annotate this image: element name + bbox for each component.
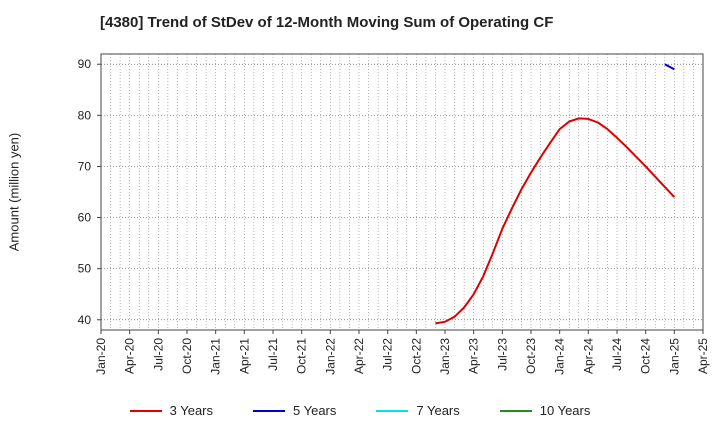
legend-label: 5 Years (293, 403, 337, 418)
y-tick-label: 80 (78, 108, 92, 122)
x-ticks: Jan-20 Apr-20 Jul-20 Oct-20 Jan-21 Apr-21 Jul-… (94, 330, 710, 375)
x-tick-label: Jan-23 (438, 338, 452, 375)
y-ticks: 40 50 60 70 80 90 (78, 57, 101, 327)
x-tick-label: Jan-24 (553, 338, 567, 375)
legend-label: 7 Years (416, 403, 460, 418)
legend-item: 3 Years (129, 403, 213, 418)
legend: 3 Years 5 Years 7 Years 10 Years (0, 403, 720, 418)
x-tick-label: Jan-22 (323, 338, 337, 375)
y-tick-label: 50 (78, 262, 92, 276)
x-tick-label: Apr-24 (581, 338, 595, 374)
legend-item: 5 Years (253, 403, 336, 418)
x-tick-label: Jul-20 (151, 338, 165, 371)
y-tick-label: 90 (78, 57, 92, 71)
chart-title: [4380] Trend of StDev of 12-Month Moving… (100, 14, 554, 31)
x-tick-label: Oct-24 (639, 338, 653, 374)
series-line-5-years (664, 63, 675, 71)
plot-border (100, 53, 704, 331)
legend-label: 3 Years (169, 403, 213, 418)
x-tick-label: Jul-21 (266, 338, 280, 371)
y-tick-label: 70 (78, 159, 92, 173)
grid (101, 54, 703, 330)
x-tick-label: Apr-25 (696, 338, 710, 374)
legend-item: 10 Years (499, 403, 591, 418)
x-tick-label: Oct-20 (180, 338, 194, 374)
legend-swatch (376, 409, 409, 412)
x-tick-label: Jan-20 (94, 338, 108, 375)
x-tick-label: Apr-21 (237, 338, 251, 374)
legend-label: 10 Years (539, 403, 591, 418)
series-lines (435, 63, 676, 325)
y-tick-label: 60 (78, 211, 92, 225)
legend-swatch (253, 409, 285, 412)
x-tick-label: Jul-23 (495, 338, 509, 371)
x-tick-label: Jan-25 (667, 338, 681, 375)
legend-swatch (129, 409, 162, 412)
x-tick-label: Jul-22 (381, 338, 395, 371)
x-tick-label: Apr-23 (467, 338, 481, 374)
x-tick-label: Apr-20 (123, 338, 137, 374)
plot-frame (100, 53, 704, 331)
x-tick-label: Oct-22 (409, 338, 423, 374)
y-tick-label: 40 (78, 313, 92, 327)
series-line-3-years (435, 117, 676, 325)
x-tick-label: Oct-21 (295, 338, 309, 374)
legend-swatch (499, 409, 532, 412)
x-tick-label: Jan-21 (209, 338, 223, 375)
x-tick-label: Oct-23 (524, 338, 538, 374)
x-tick-label: Apr-22 (352, 338, 366, 374)
x-tick-label: Jul-24 (610, 338, 624, 371)
legend-item: 7 Years (376, 403, 460, 418)
